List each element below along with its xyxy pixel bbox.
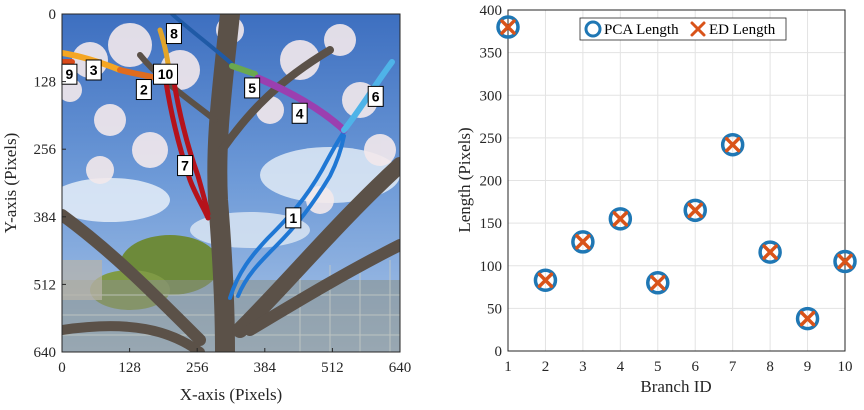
legend-ed-marker [690,21,706,37]
branch-label-1: 1 [285,207,302,229]
branch-label-6: 6 [367,85,384,107]
right-x-tick-label: 9 [804,359,812,375]
left-y-tick-label: 0 [49,7,57,23]
right-y-tick-label: 350 [480,46,503,62]
right-x-tick-label: 8 [766,359,774,375]
branch-labels: 1 2 3 4 5 6 7 8 9 10 [61,23,384,229]
branch-label-box [85,59,102,81]
right-x-tick-label: 3 [579,359,587,375]
ed-point [650,275,666,291]
right-x-tick-label: 10 [838,359,853,375]
left-x-tick-label: 0 [58,360,66,376]
right-y-axis-label: Length (Pixels) [455,127,474,232]
ed-point [762,244,778,260]
right-y-tick-label: 0 [495,344,503,360]
left-x-tick-label: 128 [118,360,141,376]
branch-overlays [62,14,395,300]
left-y-tick-label: 384 [34,210,57,226]
pca-point [608,207,633,231]
ed-point [724,136,741,153]
pca-point [571,230,595,254]
right-y-tick-label: 50 [487,301,502,317]
branch-label-box [367,85,384,107]
ed-point [799,310,816,327]
branch-label-4: 4 [291,102,308,124]
ed-point [575,234,591,250]
right-x-tick-label: 1 [504,359,512,375]
right-y-tick-label: 250 [480,131,503,147]
branch-label-text: 3 [90,62,98,78]
branch-label-box [153,63,179,85]
branch-label-7: 7 [177,155,194,177]
pca-point [683,198,707,223]
branch-label-2: 2 [135,79,152,101]
pca-point [758,240,782,264]
ed-point [612,211,629,227]
ed-point [687,202,703,219]
tree-photo [62,14,400,352]
branch-label-text: 10 [158,66,174,82]
ed-point [837,253,853,270]
ed-point [500,19,516,35]
pca-point [646,271,670,295]
branch-label-text: 1 [289,210,297,226]
branch-label-5: 5 [244,77,261,99]
branch-label-text: 8 [170,26,178,42]
right-y-tick-label: 400 [480,3,503,19]
right-y-tick-label: 150 [480,216,503,232]
legend-pca-marker [584,20,602,38]
branch-label-text: 2 [140,82,148,98]
left-y-tick-label: 256 [34,142,57,158]
left-x-tick-label: 384 [254,360,277,376]
pca-point [533,268,558,292]
branch-label-text: 7 [181,158,189,174]
left-y-tick-label: 128 [34,75,57,91]
ed-point [537,272,554,288]
right-x-axis-label: Branch ID [640,377,711,396]
pca-point [795,306,820,331]
branch-label-text: 6 [372,88,380,104]
right-x-tick-label: 2 [542,359,550,375]
right-y-tick-label: 200 [480,174,503,190]
right-y-tick-label: 100 [480,259,503,275]
branch-label-3: 3 [85,59,102,81]
branch-label-text: 4 [296,105,304,121]
left-x-tick-label: 512 [321,360,344,376]
branch-label-box [177,155,194,177]
data-marks [496,15,857,331]
legend-box [579,17,787,41]
left-x-tick-label: 640 [389,360,412,376]
left-x-axis-label: X-axis (Pixels) [180,385,282,404]
right-x-tick-label: 7 [729,359,737,375]
right-x-tick-label: 6 [691,359,699,375]
branch-label-box [244,77,261,99]
branch-label-10: 10 [153,63,179,85]
branch-label-box [135,79,152,101]
branch-label-box [291,102,308,124]
legend: PCA Length ED Length [579,17,787,41]
right-y-tick-label: 300 [480,88,503,104]
right-x-tick-label: 5 [654,359,662,375]
legend-pca-label: PCA Length [604,22,679,38]
pca-point [833,249,857,274]
branch-label-text: 5 [248,80,256,96]
left-y-axis-label: Y-axis (Pixels) [1,133,20,234]
right-x-tick-label: 4 [617,359,625,375]
left-y-tick-label: 640 [34,345,57,361]
legend-ed-label: ED Length [709,22,776,38]
left-x-tick-label: 256 [186,360,209,376]
pca-point [496,15,520,39]
branch-label-8: 8 [165,23,182,45]
branch-label-box [165,23,182,45]
branch-label-text: 9 [65,66,73,82]
left-y-tick-label: 512 [34,277,57,293]
pca-point [720,132,745,157]
grid [507,9,846,352]
branch-label-box [285,207,302,229]
